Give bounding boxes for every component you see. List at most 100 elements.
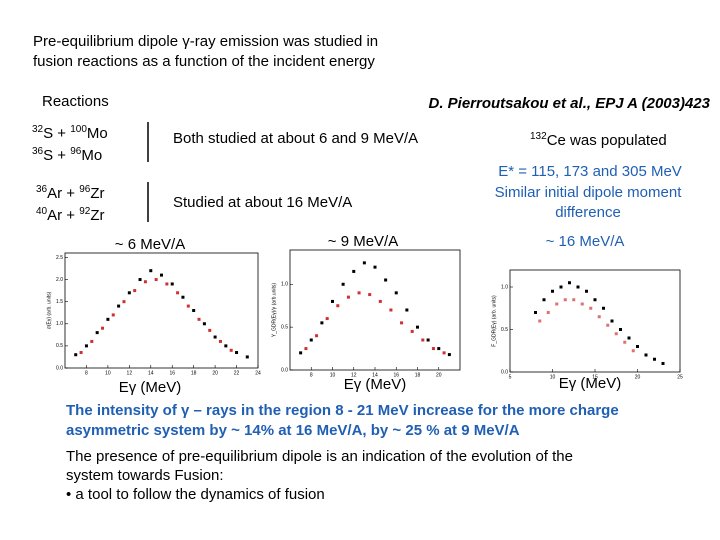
data-point [122, 300, 126, 304]
y-tick-label: 0.5 [56, 343, 63, 349]
formula-part: Mo [87, 125, 108, 142]
x-tick-label: 14 [148, 370, 154, 376]
mass-number: 36 [32, 146, 44, 157]
energy-label: ~ 6 MeV/A [115, 236, 185, 253]
data-point [580, 302, 584, 306]
data-point [431, 347, 435, 351]
data-point [416, 325, 419, 329]
y-tick-label: 0.0 [281, 367, 288, 373]
data-point [542, 298, 546, 302]
data-point [202, 322, 206, 326]
data-point [309, 338, 313, 342]
data-point [84, 344, 88, 348]
data-point [325, 317, 329, 321]
formula-part: Mo [81, 147, 102, 164]
formula-part: Ce was populated [547, 132, 667, 149]
x-tick-label: 20 [212, 370, 218, 376]
x-tick-label: 18 [191, 370, 197, 376]
citation: D. Pierroutsakou et al., EPJ A (2003)423 [428, 95, 710, 112]
data-point [405, 308, 409, 312]
data-point [315, 334, 319, 338]
data-point [299, 351, 303, 355]
data-point [186, 304, 190, 308]
data-point [384, 278, 388, 282]
formula-part: S + [43, 147, 70, 164]
mass-number: 92 [79, 206, 91, 217]
data-point [597, 315, 601, 319]
data-point [631, 349, 635, 353]
data-point [400, 321, 404, 325]
data-point [559, 285, 563, 289]
data-point [95, 331, 99, 335]
data-point [589, 306, 593, 310]
data-point [170, 282, 174, 286]
mass-number: 96 [79, 184, 91, 195]
summary: system towards Fusion: [66, 467, 224, 484]
x-tick-label: 8 [85, 370, 88, 376]
energy-label: ~ 9 MeV/A [328, 233, 398, 250]
group-note: Both studied at about 6 and 9 MeV/A [173, 130, 418, 147]
data-point [74, 353, 78, 357]
formula-part: Ar + [47, 185, 79, 202]
data-point [331, 299, 334, 303]
data-point [619, 328, 622, 331]
group-note: Studied at about 16 MeV/A [173, 194, 352, 211]
data-point [368, 293, 372, 297]
formula-part: Ar + [47, 207, 79, 224]
x-tick-label: 22 [234, 370, 240, 376]
data-point [373, 265, 377, 269]
data-point [101, 326, 105, 330]
mass-number: 32 [32, 124, 44, 135]
data-point [192, 309, 196, 312]
data-point [602, 306, 605, 310]
summary: • a tool to follow the dynamics of fusio… [66, 486, 325, 503]
data-point [90, 339, 94, 343]
data-point [572, 298, 576, 302]
data-point [627, 336, 631, 340]
data-point [181, 295, 185, 299]
data-point [149, 269, 153, 273]
data-point [437, 347, 441, 351]
title: fusion reactions as a function of the in… [33, 53, 375, 70]
x-tick-label: 10 [550, 374, 556, 380]
x-tick-label: 16 [169, 370, 175, 376]
y-axis-label: F_GDR(Eγ) (arb. units) [491, 295, 497, 347]
data-point [336, 304, 340, 308]
right-note: E* = 115, 173 and 305 MeV [498, 163, 682, 180]
y-tick-label: 1.0 [281, 282, 288, 288]
x-tick-label: 20 [436, 372, 442, 378]
data-point [394, 291, 398, 295]
data-point [606, 323, 610, 327]
y-tick-label: 0.0 [501, 369, 508, 375]
x-tick-label: 14 [372, 372, 378, 378]
data-point [442, 351, 446, 355]
data-point [410, 329, 414, 333]
title: Pre-equilibrium dipole γ-ray emission wa… [33, 33, 378, 50]
data-point [218, 339, 222, 343]
data-point [426, 338, 430, 342]
data-point [661, 362, 665, 365]
x-tick-label: 12 [351, 372, 357, 378]
data-point [111, 313, 115, 317]
mass-number: 40 [36, 206, 48, 217]
data-point [208, 328, 212, 332]
formula-part: Zr [90, 207, 104, 224]
x-tick-label: 20 [635, 374, 641, 380]
data-point [197, 317, 201, 321]
x-axis-label: Eγ (MeV) [119, 379, 182, 396]
data-point [546, 311, 550, 314]
data-point [346, 295, 350, 299]
data-point [352, 269, 356, 273]
mass-number: 100 [70, 124, 87, 135]
x-tick-label: 12 [127, 370, 133, 376]
x-tick-label: 10 [330, 372, 336, 378]
reactions-heading: Reactions [42, 93, 109, 110]
y-tick-label: 2.5 [56, 255, 63, 261]
data-point [653, 357, 656, 361]
data-point [213, 335, 217, 339]
data-point [176, 291, 180, 295]
x-tick-label: 25 [677, 374, 683, 380]
data-point [447, 353, 451, 357]
x-tick-label: 15 [592, 374, 598, 380]
